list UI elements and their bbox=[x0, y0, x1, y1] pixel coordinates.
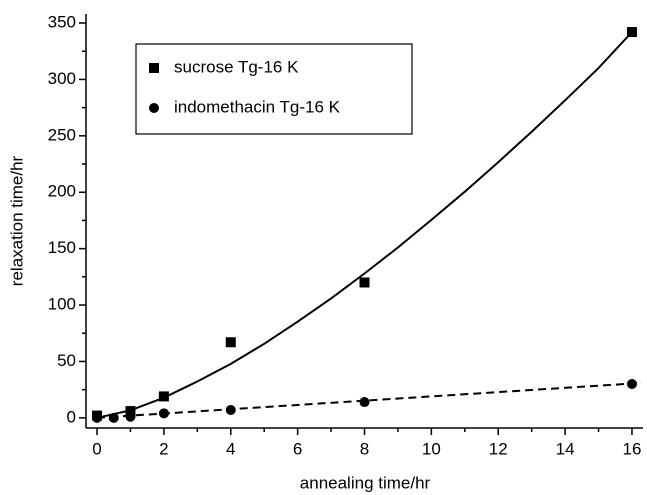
data-point bbox=[108, 412, 119, 423]
x-tick-label: 12 bbox=[489, 439, 508, 458]
legend-label: indomethacin Tg-16 K bbox=[174, 97, 341, 116]
y-tick-label: 300 bbox=[48, 69, 76, 88]
y-tick-label: 100 bbox=[48, 295, 76, 314]
data-point bbox=[225, 337, 236, 348]
data-point bbox=[359, 277, 370, 288]
data-point bbox=[92, 412, 103, 423]
data-point bbox=[626, 27, 637, 38]
data-point bbox=[125, 411, 136, 422]
y-tick-label: 50 bbox=[57, 351, 76, 370]
legend-box bbox=[135, 43, 413, 135]
data-point bbox=[225, 404, 236, 415]
y-tick-label: 250 bbox=[48, 125, 76, 144]
x-tick-label: 16 bbox=[623, 439, 642, 458]
x-tick-label: 2 bbox=[159, 439, 168, 458]
legend-marker bbox=[149, 103, 159, 113]
data-point bbox=[359, 397, 370, 408]
y-tick-label: 0 bbox=[67, 407, 76, 426]
data-point bbox=[125, 406, 136, 417]
x-tick-label: 4 bbox=[226, 439, 235, 458]
legend-label: sucrose Tg-16 K bbox=[174, 57, 299, 76]
x-axis-label: annealing time/hr bbox=[300, 473, 431, 492]
legend-marker bbox=[149, 63, 159, 73]
x-tick-label: 0 bbox=[92, 439, 101, 458]
data-point bbox=[158, 391, 169, 402]
x-tick-label: 8 bbox=[360, 439, 369, 458]
data-point bbox=[158, 408, 169, 419]
y-tick-label: 200 bbox=[48, 182, 76, 201]
y-axis-label: relaxation time/hr bbox=[7, 155, 26, 286]
x-tick-label: 10 bbox=[422, 439, 441, 458]
y-tick-label: 150 bbox=[48, 238, 76, 257]
data-point bbox=[626, 379, 637, 390]
x-tick-label: 6 bbox=[293, 439, 302, 458]
fit-line bbox=[96, 31, 633, 419]
fit-line bbox=[96, 381, 643, 419]
x-tick-label: 14 bbox=[556, 439, 575, 458]
y-tick-label: 350 bbox=[48, 13, 76, 32]
